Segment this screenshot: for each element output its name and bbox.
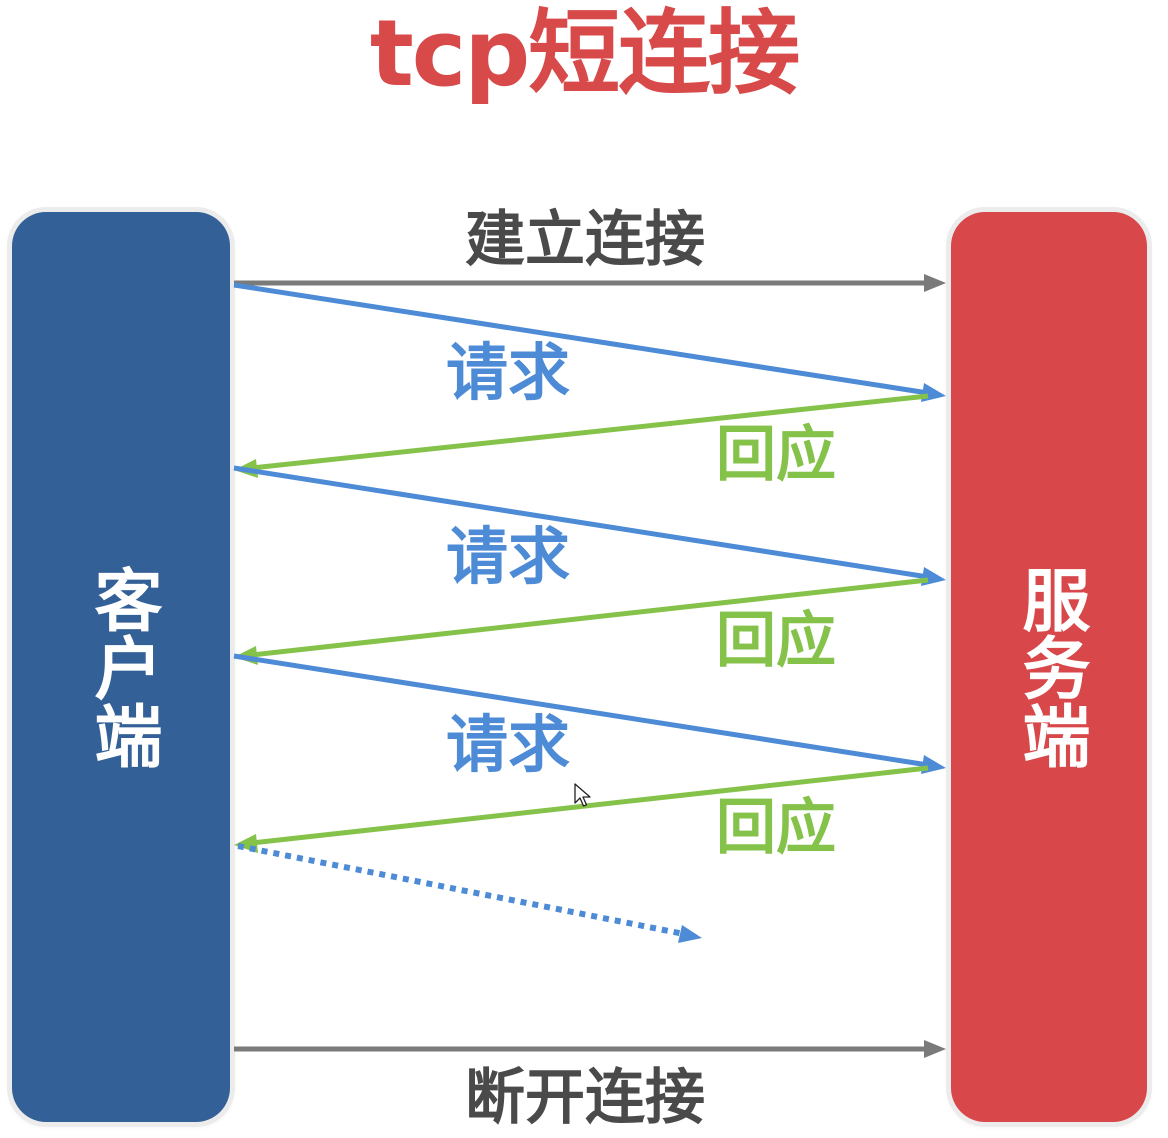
client-box: 客户端 [12,212,230,1122]
server-label: 服务端 [1010,565,1089,769]
response-arrow [251,393,929,471]
disconnect-arrowhead [924,1040,946,1058]
request-arrowhead [921,383,946,402]
request-label: 请求 [446,336,571,409]
disconnect-label: 断开连接 [465,1063,705,1133]
response-arrow [251,765,929,846]
connect-label: 建立连接 [465,205,705,275]
pending-request-arrowhead [678,925,702,943]
response-arrow [251,577,929,658]
pending-request-arrow [237,843,685,937]
client-label: 客户端 [82,565,161,769]
request-arrow [233,465,929,580]
request-arrowhead [921,567,946,586]
server-box: 服务端 [951,212,1147,1122]
request-label: 请求 [446,708,571,781]
mouse-cursor-icon [574,783,591,807]
connect-arrowhead [924,274,946,292]
response-label: 回应 [716,793,836,863]
response-label: 回应 [716,606,836,676]
request-label: 请求 [446,520,571,593]
response-label: 回应 [716,420,836,490]
request-arrowhead [921,755,946,774]
request-arrow [233,282,929,396]
diagram-title: tcp短连接 [369,0,800,107]
request-arrow [233,653,929,768]
